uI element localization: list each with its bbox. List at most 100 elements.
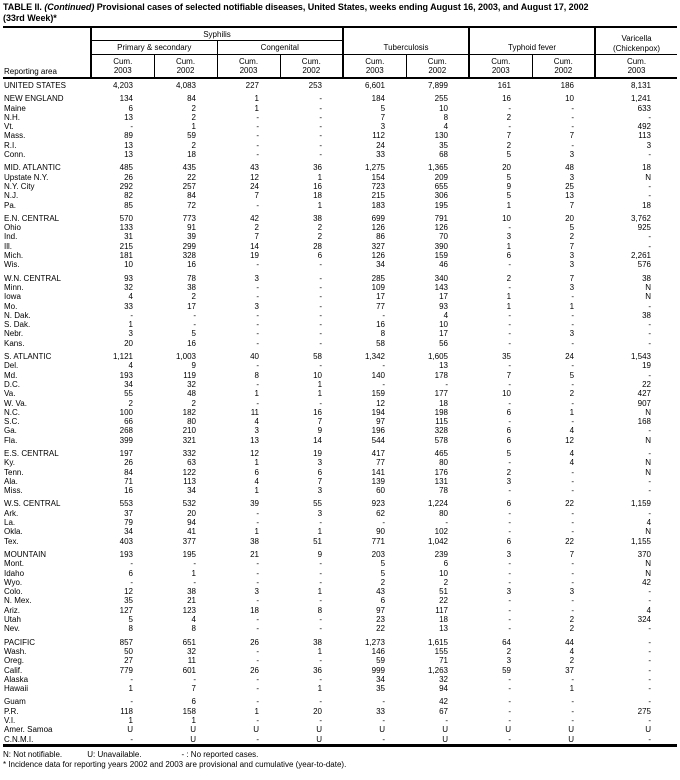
value-cell: 10 [565, 94, 575, 104]
value-cell: 5 [506, 448, 512, 458]
value-cell: - [319, 716, 323, 725]
value-cell: 18 [439, 398, 449, 408]
table-row: UNITED STATES 4,203 4,083 227 253 6,601 7,899 1… [3, 78, 677, 90]
value-cell: - [130, 577, 133, 587]
value-cell: 791 [434, 213, 449, 223]
column-header: Cum. 2003 [595, 54, 678, 79]
value-cell: - [571, 674, 575, 684]
value-cell: 1 [254, 389, 259, 399]
table-row: N. Dak. - - - - - 4 - - 38 [3, 311, 677, 320]
value-cell: 13 [439, 624, 449, 634]
table-row: Wyo. - - - - 2 2 - - 42 [3, 578, 677, 587]
column-header: Cum. 2003 [90, 54, 155, 79]
value-cell: - [648, 596, 652, 606]
value-cell: 26 [124, 172, 133, 182]
value-cell: 16 [187, 260, 196, 270]
table-row: Oreg. 27 11 - - 59 71 3 2 - [3, 656, 677, 665]
value-cell: 42 [642, 577, 652, 587]
value-cell: 42 [439, 697, 449, 707]
value-cell: - [508, 282, 512, 292]
value-cell: - [508, 103, 512, 113]
value-cell: 925 [637, 223, 652, 233]
value-cell: - [508, 697, 512, 707]
value-cell: N [645, 467, 652, 477]
value-cell: 34 [187, 486, 196, 496]
value-cell: - [193, 320, 196, 330]
value-cell: 1,275 [364, 163, 386, 173]
value-cell: - [256, 361, 259, 371]
value-cell: - [256, 656, 259, 666]
value-cell: 71 [439, 656, 449, 666]
table-row: Va. 55 48 1 1 159 177 10 2 427 [3, 389, 677, 398]
value-cell: 177 [434, 389, 449, 399]
value-cell: 651 [182, 637, 196, 647]
value-cell: 2 [569, 656, 575, 666]
value-cell: - [256, 320, 259, 330]
value-cell: 34 [376, 260, 386, 270]
value-cell: 553 [119, 499, 133, 509]
table-row: Colo. 12 38 3 1 43 51 3 3 - [3, 587, 677, 596]
value-cell: 1,241 [630, 94, 652, 104]
table-row: S. ATLANTIC 1,121 1,003 40 58 1,342 1,605 35 24 1… [3, 352, 677, 361]
table-row: Kans. 20 16 - - 58 56 - - - [3, 339, 677, 348]
reporting-area-cell: Hawaii [4, 684, 29, 694]
value-cell: - [319, 338, 323, 348]
value-cell: 62 [376, 508, 386, 518]
value-cell: 1,159 [630, 499, 652, 509]
value-cell: 181 [119, 251, 133, 261]
value-cell: - [508, 338, 512, 348]
value-cell: 77 [376, 301, 386, 311]
value-cell: 141 [371, 467, 386, 477]
table-row: Maine 6 2 1 - 5 10 - - 633 [3, 104, 677, 113]
value-cell: 2 [191, 112, 196, 122]
value-cell: - [571, 706, 575, 716]
value-cell: 32 [439, 674, 449, 684]
table-row: Calif. 779 601 26 36 999 1,263 59 37 - [3, 666, 677, 675]
value-cell: - [256, 674, 259, 684]
reporting-area-cell: Minn. [4, 282, 24, 292]
value-cell: 1 [128, 320, 133, 330]
value-cell: - [256, 568, 259, 578]
value-cell: N [645, 282, 652, 292]
value-cell: 28 [313, 241, 323, 251]
reporting-area-cell: R.I. [4, 140, 17, 150]
table-row: N.H. 13 2 - - 7 8 2 - - [3, 113, 677, 122]
value-cell: 7 [569, 273, 575, 283]
value-cell: 1 [254, 103, 259, 113]
table-row: S.C. 66 80 4 7 97 115 - - 168 [3, 417, 677, 426]
reporting-area-cell: Mo. [4, 301, 18, 311]
value-cell: 6 [128, 103, 133, 113]
value-cell: - [508, 706, 512, 716]
value-cell: 9 [506, 181, 512, 191]
value-cell: 196 [371, 426, 386, 436]
table-row: Wis. 10 16 - - 34 46 - 3 576 [3, 260, 677, 269]
value-cell: 435 [182, 163, 196, 173]
value-cell: 1 [506, 292, 512, 302]
reporting-area-cell: W.S. CENTRAL [4, 499, 61, 509]
value-cell: U [190, 734, 196, 744]
footnote-asterisk: * Incidence data for reporting years 200… [3, 759, 347, 769]
value-cell: - [319, 398, 323, 408]
value-cell: 127 [119, 605, 133, 615]
value-cell: 340 [434, 273, 449, 283]
value-cell: 492 [637, 122, 652, 132]
reporting-area-cell: Vt. [4, 122, 14, 132]
value-cell: 12 [250, 448, 259, 458]
table-row: Ohio 133 91 2 2 126 126 - 5 925 [3, 223, 677, 232]
value-cell: - [319, 150, 323, 160]
value-cell: 13 [124, 140, 133, 150]
value-cell: - [648, 338, 652, 348]
value-cell: 32 [187, 379, 196, 389]
reporting-area-cell: N.H. [4, 112, 20, 122]
value-cell: 17 [439, 292, 449, 302]
value-cell: 1,365 [427, 163, 449, 173]
value-cell: 8 [317, 605, 323, 615]
table-row: Iowa 4 2 - - 17 17 1 - N [3, 292, 677, 301]
value-cell: - [382, 379, 386, 389]
value-cell: 2 [506, 646, 512, 656]
value-cell: 257 [182, 181, 196, 191]
value-cell: 12 [376, 398, 386, 408]
value-cell: 77 [376, 458, 386, 468]
column-header: Cum. 2002 [532, 54, 597, 79]
reporting-area-cell: Ala. [4, 476, 18, 486]
